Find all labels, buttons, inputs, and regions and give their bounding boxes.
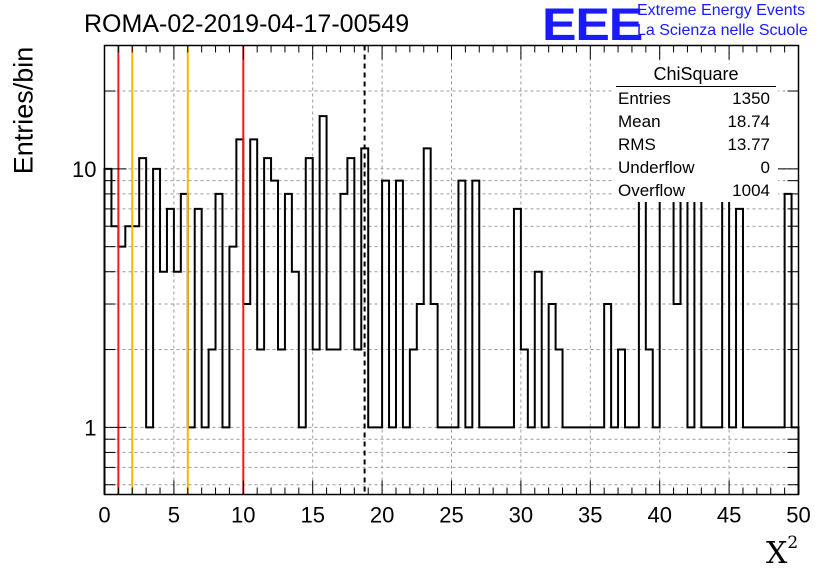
histogram-bar [209,350,216,495]
histogram-bar [216,194,223,495]
histogram-bar [549,304,556,494]
stats-label: Entries [618,89,671,108]
histogram-bar [694,181,701,495]
histogram-bar [660,194,667,495]
histogram-bar [639,181,646,495]
logo-text-line2: La Scienza nelle Scuole [637,22,808,39]
histogram-bar [250,139,257,494]
histogram-bar [105,169,112,495]
histogram-bar [167,209,174,495]
stats-value: 18.74 [727,112,770,131]
x-tick-label: 15 [300,503,324,528]
histogram-bar [278,350,285,495]
histogram-bar [292,272,299,495]
x-tick-label: 25 [439,503,463,528]
histogram-bar [111,226,118,494]
stats-label: Overflow [618,181,686,200]
stats-value: 1350 [732,89,770,108]
histogram-bar [257,350,264,495]
stats-label: Mean [618,112,661,131]
stats-row-rms: RMS 13.77 [612,133,778,156]
histogram-bar [410,350,417,495]
histogram-bar [431,304,438,494]
histogram-bar [458,181,465,495]
logo-text-line1: Extreme Energy Events [637,2,806,19]
stats-title: ChiSquare [616,64,776,87]
histogram-bars [103,115,800,495]
histogram-bar [271,181,278,495]
histogram-bar [229,247,236,495]
y-tick-label: 1 [84,415,96,440]
histogram-bar [396,181,403,495]
stats-label: Underflow [618,158,695,177]
histogram-bar [785,194,792,495]
x-tick-label: 45 [717,503,741,528]
histogram-bar [417,304,424,494]
histogram-bar [125,226,132,494]
histogram-bar [153,169,160,495]
tick-labels: 0 5 10 15 20 25 30 35 40 45 50 1 10 [72,157,811,528]
histogram-bar [313,350,320,495]
x-tick-label: 40 [647,503,671,528]
histogram-bar [181,194,188,495]
histogram-bar [118,247,125,495]
histogram-bar [736,209,743,495]
marker-lines [117,45,366,495]
histogram-bar [674,304,681,494]
histogram-bar [236,139,243,494]
histogram-bar [722,181,729,495]
histogram-bar [195,209,202,495]
x-tick-label: 35 [578,503,602,528]
stats-value: 0 [760,158,770,177]
y-axis-label: Entries/bin [8,46,39,175]
x-axis-label: X2 [766,533,799,571]
histogram-bar [514,209,521,495]
histogram-bar [243,304,250,494]
y-tick-label: 10 [72,157,96,182]
stats-row-overflow: Overflow 1004 [612,179,778,202]
histogram-bar [646,350,653,495]
histogram-bar [174,272,181,495]
histogram-bar [667,194,674,495]
x-tick-label: 30 [509,503,533,528]
histogram-bar [424,148,431,494]
histogram-bar [472,181,479,495]
axis-ticks [104,45,799,495]
stats-row-mean: Mean 18.74 [612,110,778,133]
chart-title: ROMA-02-2019-04-17-00549 [84,10,410,38]
histogram-bar [556,350,563,495]
x-tick-label: 50 [786,503,810,528]
histogram-bar [604,304,611,494]
stats-value: 1004 [732,181,770,200]
histogram-bar [334,350,341,495]
x-tick-label: 0 [98,503,110,528]
stats-label: RMS [618,135,656,154]
histogram-bar [320,116,327,494]
histogram-bar [327,350,334,495]
stats-value: 13.77 [727,135,770,154]
x-tick-label: 10 [231,503,255,528]
histogram-bar [681,181,688,495]
x-tick-label: 5 [168,503,180,528]
stats-row-underflow: Underflow 0 [612,156,778,179]
stats-box: ChiSquare Entries 1350 Mean 18.74 RMS 13.77… [612,64,778,202]
histogram-bar [160,272,167,495]
histogram-bar [521,350,528,495]
x-tick-label: 20 [370,503,394,528]
histogram-bar [340,194,347,495]
histogram-bar [354,350,361,495]
histogram-bar [618,350,625,495]
histogram-bar [132,226,139,494]
stats-row-entries: Entries 1350 [612,87,778,110]
histogram-steps [103,115,800,495]
histogram-bar [285,194,292,495]
histogram-bar [382,181,389,495]
histogram-bar [535,272,542,495]
eee-logo: EEE [542,0,643,50]
